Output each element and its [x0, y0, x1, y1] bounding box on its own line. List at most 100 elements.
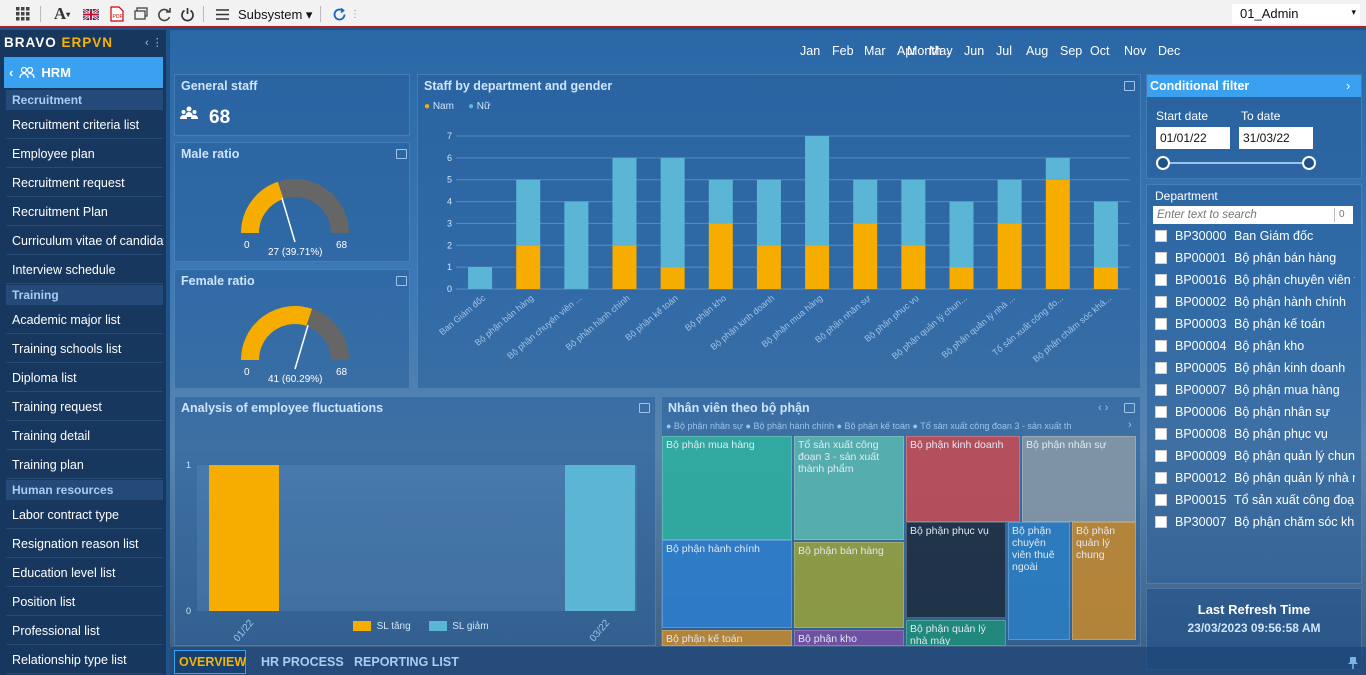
user-selector[interactable]: 01_Admin ▾ — [1232, 4, 1360, 24]
legend-decrease[interactable]: SL giảm — [428, 621, 489, 632]
treemap-cell[interactable]: Bộ phận phục vụ — [906, 522, 1006, 618]
treemap-cell[interactable]: Bộ phận mua hàng — [662, 436, 792, 540]
chevron-left-icon[interactable]: ‹ — [9, 65, 14, 80]
department-checkbox[interactable] — [1155, 252, 1167, 264]
bar-female[interactable] — [997, 179, 1022, 224]
bar-female[interactable] — [853, 179, 878, 224]
expand-icon[interactable] — [639, 403, 650, 413]
more-icon[interactable]: ⋮ — [350, 8, 360, 20]
sidebar-item[interactable]: Labor contract type — [12, 508, 120, 522]
department-row[interactable]: BP00002 Bộ phận hành chính — [1155, 293, 1355, 311]
bar-male[interactable] — [901, 245, 926, 289]
filter-header[interactable]: Conditional filter › — [1147, 75, 1361, 97]
sidebar-item[interactable]: Employee plan — [12, 147, 95, 161]
department-checkbox[interactable] — [1155, 274, 1167, 286]
chevron-right-icon[interactable]: › — [1346, 78, 1351, 93]
bar-female[interactable] — [708, 179, 733, 224]
bar-decrease[interactable] — [565, 465, 635, 611]
power-icon[interactable] — [178, 4, 196, 24]
collapse-icon[interactable]: ‹ ⋮ — [145, 37, 163, 49]
department-checkbox[interactable] — [1155, 428, 1167, 440]
bar-female[interactable] — [612, 157, 637, 246]
sidebar-item[interactable]: Diploma list — [12, 371, 77, 385]
bar-male[interactable] — [660, 267, 685, 289]
sidebar-item[interactable]: Recruitment Plan — [12, 205, 108, 219]
sidebar-item[interactable]: Academic major list — [12, 313, 121, 327]
department-row[interactable]: BP00012 Bộ phận quản lý nhà m — [1155, 469, 1355, 487]
department-row[interactable]: BP00015 Tổ sản xuất công đoạn — [1155, 491, 1355, 509]
legend-female[interactable]: ● Nữ — [467, 101, 491, 112]
windows-icon[interactable] — [132, 4, 150, 24]
group-training[interactable]: Training — [6, 285, 163, 305]
department-checkbox[interactable] — [1155, 318, 1167, 330]
month-jan[interactable]: Jan — [800, 44, 821, 58]
sidebar-item[interactable]: Training plan — [12, 458, 84, 472]
department-checkbox[interactable] — [1155, 406, 1167, 418]
department-row[interactable]: BP00004 Bộ phận kho — [1155, 337, 1355, 355]
month-jun[interactable]: Jun — [964, 44, 985, 58]
sidebar-item[interactable]: Resignation reason list — [12, 537, 139, 551]
department-checkbox[interactable] — [1155, 296, 1167, 308]
sidebar-item[interactable]: Professional list — [12, 624, 100, 638]
sidebar-item[interactable]: Training schools list — [12, 342, 122, 356]
treemap-cell[interactable]: Bộ phận bán hàng — [794, 542, 904, 628]
sidebar-item[interactable]: Recruitment criteria list — [12, 118, 140, 132]
bar-male[interactable] — [1093, 267, 1118, 289]
bar-male[interactable] — [756, 245, 781, 289]
department-checkbox[interactable] — [1155, 494, 1167, 506]
language-flag-icon[interactable] — [80, 4, 102, 24]
bar-female[interactable] — [468, 267, 493, 289]
department-row[interactable]: BP30007 Bộ phận chăm sóc khá — [1155, 513, 1355, 531]
month-dec[interactable]: Dec — [1158, 44, 1181, 58]
range-handle-end[interactable] — [1302, 156, 1316, 170]
department-row[interactable]: BP00001 Bộ phận bán hàng — [1155, 249, 1355, 267]
sidebar-item[interactable]: Position list — [12, 595, 76, 609]
department-checkbox[interactable] — [1155, 472, 1167, 484]
expand-icon[interactable] — [396, 276, 407, 286]
month-feb[interactable]: Feb — [832, 44, 854, 58]
bar-male[interactable] — [949, 267, 974, 289]
month-nov[interactable]: Nov — [1124, 44, 1147, 58]
sidebar-item[interactable]: Training request — [12, 400, 102, 414]
month-mar[interactable]: Mar — [864, 44, 886, 58]
start-date-input[interactable]: 01/01/22 — [1156, 127, 1230, 149]
month-may[interactable]: May — [929, 44, 953, 58]
subsystem-dropdown[interactable]: Subsystem ▾ — [238, 7, 313, 22]
bar-female[interactable] — [949, 201, 974, 268]
tab-overview[interactable]: OVERVIEW — [179, 655, 247, 669]
department-checkbox[interactable] — [1155, 384, 1167, 396]
font-icon[interactable]: A ▾ — [53, 4, 71, 23]
module-hrm[interactable]: ‹ HRM — [4, 57, 163, 88]
apps-grid-icon[interactable] — [14, 4, 32, 24]
department-row[interactable]: BP00016 Bộ phận chuyên viên t — [1155, 271, 1355, 289]
department-checkbox[interactable] — [1155, 362, 1167, 374]
month-aug[interactable]: Aug — [1026, 44, 1049, 58]
range-handle-start[interactable] — [1156, 156, 1170, 170]
treemap-cell[interactable]: Bộ phận hành chính — [662, 540, 792, 628]
department-row[interactable]: BP00009 Bộ phận quản lý chung — [1155, 447, 1355, 465]
sidebar-item[interactable]: Education level list — [12, 566, 116, 580]
treemap-cell[interactable]: Bộ phận kho — [794, 630, 904, 646]
treemap-cell[interactable]: Bộ phận quản lý chung — [1072, 522, 1136, 640]
bar-increase[interactable] — [209, 465, 279, 611]
bar-female[interactable] — [901, 179, 926, 246]
sidebar-item[interactable]: Curriculum vitae of candidate — [12, 234, 164, 248]
department-row[interactable]: BP00003 Bộ phận kế toán — [1155, 315, 1355, 333]
month-jul[interactable]: Jul — [996, 44, 1012, 58]
menu-icon[interactable] — [213, 4, 231, 24]
bar-male[interactable] — [516, 245, 541, 289]
group-recruitment[interactable]: Recruitment — [6, 90, 163, 110]
treemap-cell[interactable]: Bộ phận kế toán — [662, 630, 792, 646]
treemap-cell[interactable]: Tổ sản xuất công đoạn 3 - sản xuất thành… — [794, 436, 904, 540]
department-row[interactable]: BP30000 Ban Giám đốc — [1155, 227, 1355, 245]
bar-female[interactable] — [660, 157, 685, 268]
sidebar-item[interactable]: Interview schedule — [12, 263, 116, 277]
bar-female[interactable] — [805, 136, 830, 246]
treemap-cell[interactable]: Bộ phận quản lý nhà máy — [906, 620, 1006, 646]
month-oct[interactable]: Oct — [1090, 44, 1110, 58]
department-checkbox[interactable] — [1155, 230, 1167, 242]
bar-female[interactable] — [1045, 157, 1070, 180]
sidebar-item[interactable]: Relationship type list — [12, 653, 127, 667]
treemap-nav-icons[interactable]: ‹ › — [1098, 402, 1109, 414]
department-row[interactable]: BP00007 Bộ phận mua hàng — [1155, 381, 1355, 399]
